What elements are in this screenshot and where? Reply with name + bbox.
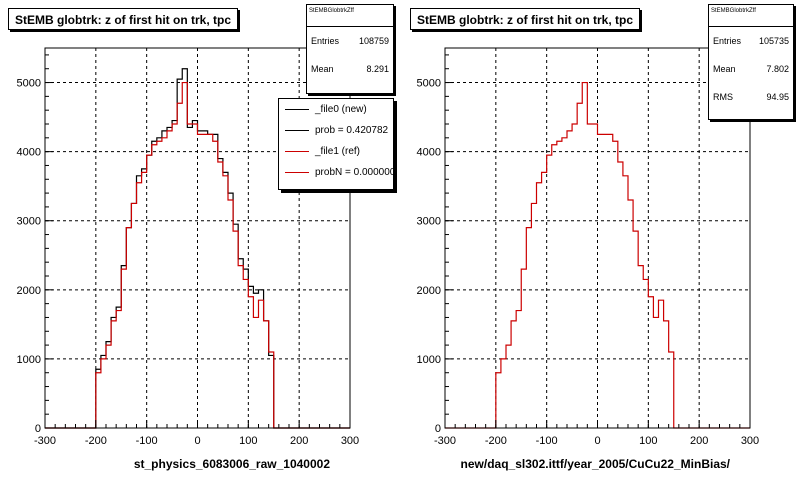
y-tick-label: 4000 bbox=[417, 147, 441, 159]
legend-label: _file0 (new) bbox=[315, 104, 367, 115]
series-line-0 bbox=[445, 81, 750, 429]
stats-box-right: StEMBGlobtrkZff Entries 105735 Mean 7.80… bbox=[708, 4, 794, 120]
stats-entries-label: Entries bbox=[713, 36, 742, 46]
y-tick-label: 5000 bbox=[417, 78, 441, 90]
stats-rms-label: RMS bbox=[713, 92, 733, 102]
y-tick-label: 5000 bbox=[17, 78, 41, 90]
stats-box-left: StEMBGlobtrkZff Entries 108759 Mean 8.29… bbox=[306, 4, 394, 94]
x-tick-label: 200 bbox=[290, 435, 308, 447]
x-tick-label: 300 bbox=[341, 435, 359, 447]
y-tick-label: 2000 bbox=[417, 285, 441, 297]
legend-line-black bbox=[285, 109, 309, 110]
x-tick-label: -200 bbox=[485, 435, 507, 447]
chart-right: -300 -200 -100 0 100 200 300010002000300040005… bbox=[417, 47, 759, 471]
y-tick-label: 1000 bbox=[17, 354, 41, 366]
x-tick-label: -300 bbox=[434, 435, 456, 447]
y-tick-label: 4000 bbox=[17, 147, 41, 159]
x-tick-label: -200 bbox=[85, 435, 107, 447]
chart-right-title: StEMB globtrk: z of first hit on trk, tp… bbox=[410, 8, 640, 30]
legend-line-red bbox=[285, 151, 309, 152]
legend-entry-probn: probN = 0.000000 bbox=[279, 162, 393, 183]
y-tick-label: 0 bbox=[35, 423, 41, 435]
plot-area bbox=[445, 48, 750, 428]
x-tick-label: -100 bbox=[136, 435, 158, 447]
legend-line-red bbox=[285, 172, 309, 173]
y-tick-label: 3000 bbox=[417, 216, 441, 228]
legend-entry-file0: _file0 (new) bbox=[279, 99, 393, 120]
series-line-2 bbox=[45, 81, 350, 429]
x-tick-label: 200 bbox=[690, 435, 708, 447]
stats-mean-value: 7.802 bbox=[766, 64, 789, 74]
stats-entries-value: 108759 bbox=[358, 36, 389, 46]
stats-mean-row: Mean 7.802 bbox=[709, 55, 793, 83]
legend-label: _file1 (ref) bbox=[315, 146, 361, 157]
stats-entries-row: Entries 105735 bbox=[709, 27, 793, 55]
x-tick-label: 0 bbox=[594, 435, 600, 447]
stats-rms-row: RMS 94.95 bbox=[709, 83, 793, 111]
x-tick-label: 300 bbox=[741, 435, 759, 447]
chart-left-title: StEMB globtrk: z of first hit on trk, tp… bbox=[8, 8, 238, 30]
legend-entry-prob: prob = 0.420782 bbox=[279, 120, 393, 141]
y-tick-label: 2000 bbox=[17, 285, 41, 297]
stats-entries-value: 105735 bbox=[758, 36, 789, 46]
x-tick-label: -300 bbox=[34, 435, 56, 447]
stats-name: StEMBGlobtrkZff bbox=[307, 5, 393, 27]
x-tick-label: 0 bbox=[194, 435, 200, 447]
legend: _file0 (new) prob = 0.420782 _file1 (ref… bbox=[278, 98, 394, 190]
y-tick-label: 3000 bbox=[17, 216, 41, 228]
stats-mean-label: Mean bbox=[311, 64, 334, 74]
y-tick-label: 1000 bbox=[417, 354, 441, 366]
x-axis-label: st_physics_6083006_raw_1040002 bbox=[134, 457, 330, 471]
stats-entries-row: Entries 108759 bbox=[307, 27, 393, 55]
x-tick-label: 100 bbox=[239, 435, 257, 447]
legend-label: probN = 0.000000 bbox=[315, 167, 394, 178]
legend-line-black bbox=[285, 130, 309, 131]
stats-rms-value: 94.95 bbox=[766, 92, 789, 102]
stats-mean-row: Mean 8.291 bbox=[307, 55, 393, 83]
x-axis-label: new/daq_sl302.ittf/year_2005/CuCu22_MinB… bbox=[461, 457, 731, 471]
stats-entries-label: Entries bbox=[311, 36, 340, 46]
legend-label: prob = 0.420782 bbox=[315, 125, 389, 136]
y-tick-label: 0 bbox=[435, 423, 441, 435]
stats-mean-value: 8.291 bbox=[366, 64, 389, 74]
stats-name: StEMBGlobtrkZff bbox=[709, 5, 793, 27]
x-tick-label: -100 bbox=[536, 435, 558, 447]
x-tick-label: 100 bbox=[639, 435, 657, 447]
stats-mean-label: Mean bbox=[713, 64, 736, 74]
legend-entry-file1: _file1 (ref) bbox=[279, 141, 393, 162]
